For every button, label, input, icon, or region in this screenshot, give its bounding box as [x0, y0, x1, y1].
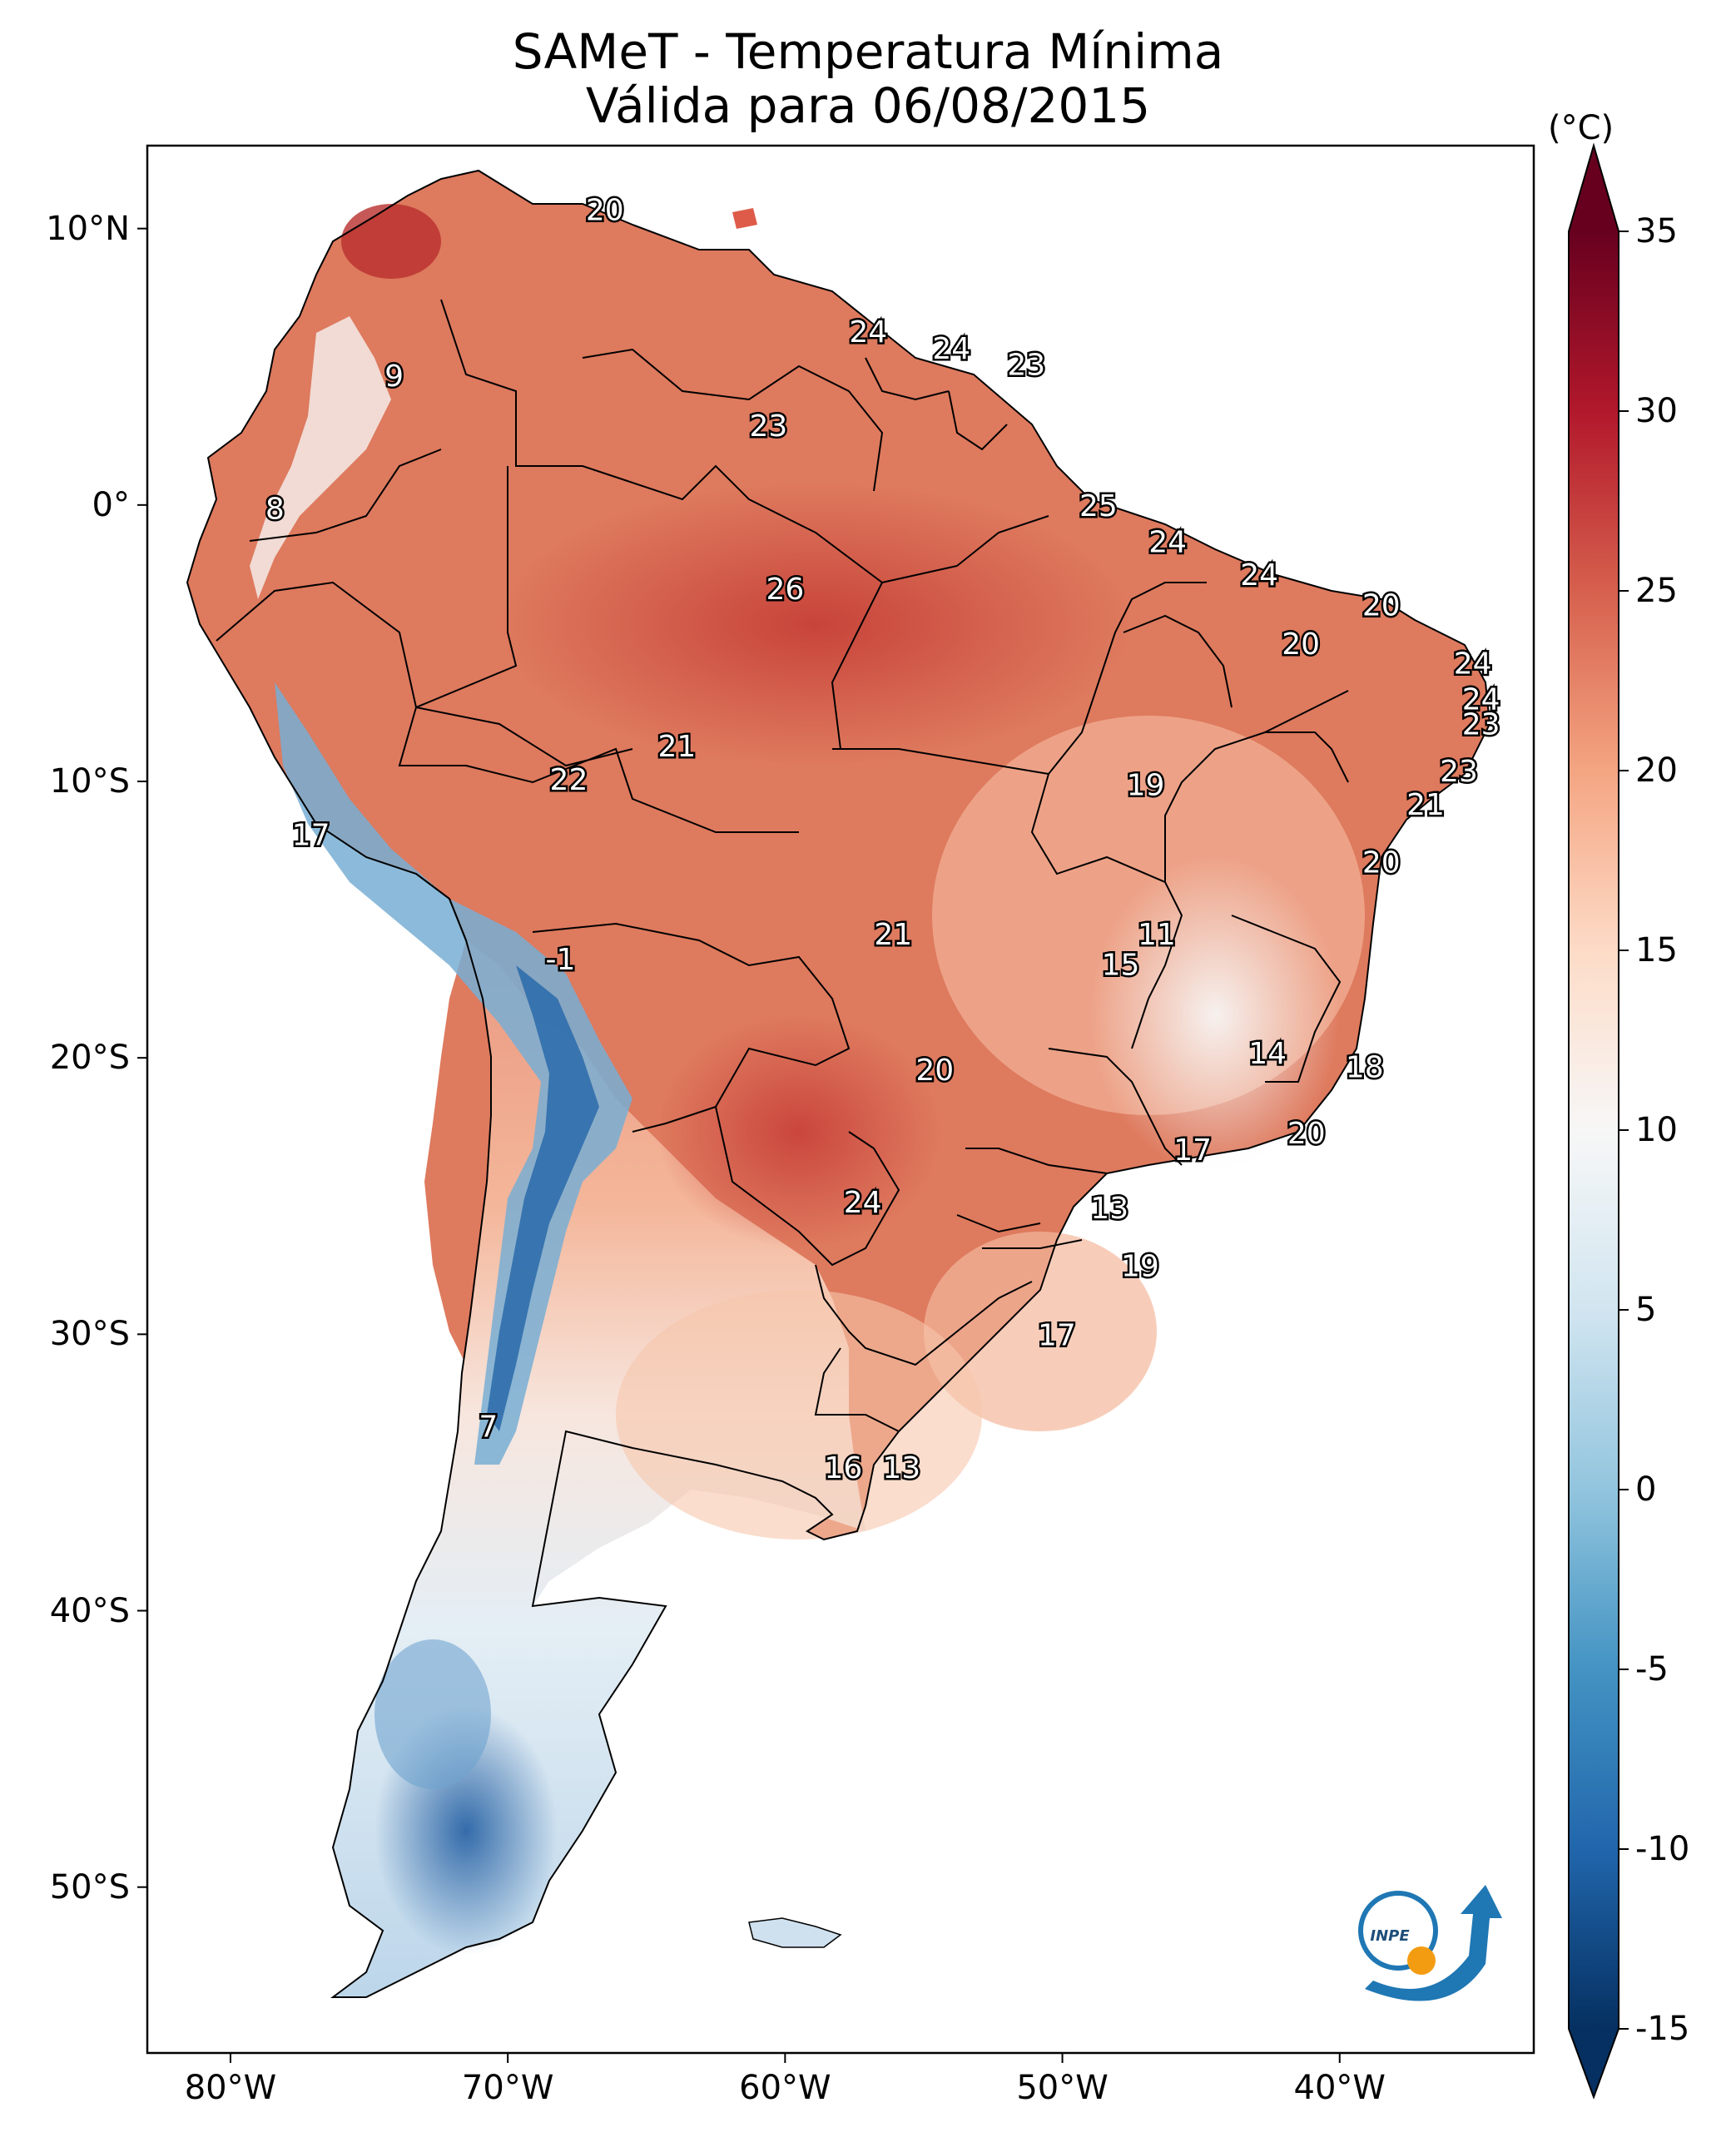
- station-temperature-label: 19: [1127, 769, 1165, 803]
- y-tick-label: 30°S: [49, 1315, 130, 1354]
- hot-patch-maracaibo: [341, 204, 441, 279]
- colorbar-tick-label: 30: [1635, 392, 1678, 430]
- station-temperature-label: 14: [1248, 1037, 1287, 1071]
- station-temperature-label: 22: [550, 763, 588, 797]
- axis-ticks: [137, 227, 1341, 2063]
- y-tick-label: 0°: [92, 485, 130, 524]
- y-tick-label: 50°S: [49, 1867, 130, 1907]
- station-temperature-label: -1: [546, 943, 576, 977]
- station-temperature-label: 21: [658, 730, 697, 764]
- x-tick-label: 70°W: [461, 2069, 554, 2107]
- mild-patch-south-brazil: [924, 1232, 1157, 1431]
- station-temperature-label: 23: [1007, 349, 1045, 383]
- station-temperature-label: 21: [1406, 788, 1445, 822]
- station-temperature-label: 24: [1240, 558, 1278, 593]
- andes-core: [487, 965, 599, 1431]
- station-temperature-label: 18: [1346, 1050, 1384, 1084]
- inpe-logo-text: INPE: [1370, 1927, 1410, 1945]
- colorbar-tick-label: -15: [1635, 2010, 1690, 2048]
- colorbar-gradient: [1569, 231, 1619, 2029]
- station-temperature-label: 24: [1462, 683, 1500, 717]
- station-temperature-label: 24: [849, 315, 887, 350]
- station-temperature-label: 20: [1287, 1117, 1326, 1151]
- station-temperature-label: 20: [1282, 627, 1320, 662]
- map-subtitle: Válida para 06/08/2015: [585, 77, 1151, 134]
- colorbar-ticks: [1619, 231, 1629, 2030]
- station-temperature-label: 20: [915, 1054, 954, 1088]
- x-tick-label: 60°W: [739, 2069, 831, 2107]
- x-tick-label: 40°W: [1293, 2069, 1386, 2107]
- station-temperature-label: 24: [932, 332, 970, 366]
- y-tick-label: 20°S: [49, 1039, 130, 1078]
- station-temperature-label: 17: [292, 818, 330, 852]
- station-temperature-label: 17: [1173, 1133, 1212, 1168]
- station-temperature-label: 26: [766, 573, 804, 607]
- colorbar-tick-label: -5: [1635, 1650, 1669, 1688]
- plot-frame: [146, 144, 1535, 2055]
- falkland-islands: [748, 1917, 842, 1948]
- station-temperature-label: 20: [1362, 846, 1401, 880]
- colorbar-tick-label: 35: [1635, 212, 1678, 250]
- station-temperature-label: 15: [1102, 949, 1140, 983]
- political-borders: [186, 169, 1491, 1998]
- station-temperature-label: 23: [749, 409, 787, 444]
- station-temperature-label: 24: [1454, 647, 1492, 681]
- station-temperature-label: 7: [479, 1410, 498, 1444]
- cold-patch-patagonia-north: [374, 1639, 491, 1789]
- colorbar-extend-top: [1569, 146, 1619, 231]
- station-temperature-label: 16: [824, 1451, 862, 1485]
- y-tick-label: 10°N: [46, 209, 130, 248]
- northern-andes-cool: [250, 316, 391, 599]
- colorbar-tick-label: 20: [1635, 751, 1678, 790]
- cool-patch-minas: [1090, 857, 1340, 1173]
- colorbar-tick-label: 15: [1635, 931, 1678, 969]
- hot-patch-chaco: [657, 1015, 940, 1248]
- station-temperature-label: 23: [1462, 708, 1500, 742]
- colorbar-tick-label: 0: [1635, 1470, 1657, 1509]
- station-temperature-label: 24: [844, 1186, 882, 1220]
- hot-patch-amazon: [499, 483, 1132, 766]
- station-temperature-label: 20: [586, 194, 624, 228]
- y-tick-label: 10°S: [49, 762, 130, 801]
- colorbar: [1568, 142, 1629, 2100]
- station-temperature-label: 17: [1038, 1319, 1076, 1353]
- station-temperature-label: 23: [1440, 755, 1478, 789]
- colorbar-tick-label: 25: [1635, 572, 1678, 610]
- station-temperature-label: 24: [1148, 525, 1187, 559]
- station-temperature-label: 21: [874, 918, 912, 952]
- station-temperature-label: 19: [1121, 1250, 1159, 1284]
- station-temperature-label: 25: [1079, 489, 1118, 523]
- station-temperature-label: 11: [1138, 918, 1176, 952]
- map-title: SAMeT - Temperatura Mínima: [512, 23, 1224, 80]
- x-tick-label: 80°W: [184, 2069, 277, 2107]
- inpe-arrow-icon: [1365, 1885, 1502, 2001]
- colorbar-extend-bottom: [1569, 2029, 1619, 2097]
- station-temperature-label: 13: [882, 1451, 920, 1485]
- y-tick-label: 40°S: [49, 1591, 130, 1630]
- inpe-sun-icon: [1407, 1946, 1436, 1975]
- mild-patch-pampas: [616, 1290, 982, 1540]
- colorbar-tick-label: 5: [1635, 1291, 1657, 1329]
- colorbar-tick-label: -10: [1635, 1830, 1690, 1868]
- station-temperature-label: 20: [1362, 589, 1401, 623]
- station-temperature-label: 9: [384, 359, 404, 394]
- station-temperature-label: 13: [1090, 1192, 1128, 1226]
- colorbar-tick-label: 10: [1635, 1111, 1678, 1149]
- inpe-logo: INPE: [1358, 1885, 1502, 2001]
- colorbar-unit-label: (°C): [1548, 109, 1614, 147]
- x-tick-label: 50°W: [1016, 2069, 1109, 2107]
- caribbean-islands: [732, 208, 757, 229]
- andes-cold-band: [275, 682, 632, 1465]
- station-temperature-label: 8: [265, 492, 285, 526]
